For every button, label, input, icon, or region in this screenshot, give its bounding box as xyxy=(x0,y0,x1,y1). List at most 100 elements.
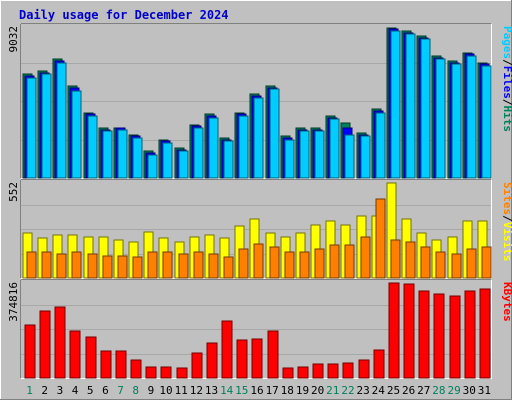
bar-sites-day-26 xyxy=(405,241,416,279)
bar-sites-day-1 xyxy=(26,251,37,279)
hits-panel-series-pages xyxy=(26,30,492,179)
bar-pages-day-28 xyxy=(435,58,446,179)
x-tick-label-day-15: 15 xyxy=(235,384,248,397)
bar-pages-day-27 xyxy=(420,38,431,179)
hits-panel-side-legend-part: / xyxy=(501,99,512,106)
bar-pages-day-23 xyxy=(360,135,371,179)
bar-kbytes-day-6 xyxy=(100,350,112,379)
bar-kbytes-day-13 xyxy=(206,342,218,379)
visits-panel: 552 Sites/Visits xyxy=(7,179,512,279)
bar-kbytes-day-20 xyxy=(312,363,324,379)
bar-kbytes-day-1 xyxy=(24,324,36,379)
bar-pages-day-1 xyxy=(26,77,37,179)
bar-kbytes-day-12 xyxy=(191,352,203,379)
x-tick-label-day-8: 8 xyxy=(132,384,139,397)
x-tick-label-day-29: 29 xyxy=(447,384,460,397)
bar-sites-day-2 xyxy=(41,251,52,279)
kbytes-panel-side-legend: KBytes xyxy=(501,282,512,322)
x-axis-day-labels: 1 2 3 4 5 6 7 8 9 10 11 12 13 14 15 16 17 18 19 20 21 22 23 24 2… xyxy=(26,384,491,397)
bar-sites-day-6 xyxy=(102,255,113,279)
bar-pages-day-16 xyxy=(253,97,264,179)
x-tick-label-day-4: 4 xyxy=(72,384,79,397)
bar-pages-day-6 xyxy=(102,130,113,179)
bar-sites-day-7 xyxy=(117,255,128,279)
x-tick-label-day-20: 20 xyxy=(311,384,324,397)
x-tick-label-day-11: 11 xyxy=(175,384,188,397)
bar-kbytes-day-5 xyxy=(85,336,97,379)
bar-kbytes-day-2 xyxy=(39,310,51,379)
bar-sites-day-10 xyxy=(162,251,173,279)
bar-kbytes-day-30 xyxy=(464,290,476,379)
visits-panel-side-legend-part: / xyxy=(501,215,512,222)
bar-pages-day-3 xyxy=(56,62,67,179)
x-tick-label-day-9: 9 xyxy=(148,384,155,397)
x-tick-label-day-24: 24 xyxy=(372,384,386,397)
kbytes-panel: 374816 KBytes xyxy=(7,279,512,379)
bar-sites-day-13 xyxy=(208,253,219,279)
bar-kbytes-day-26 xyxy=(403,283,415,379)
bar-pages-day-13 xyxy=(208,117,219,179)
bar-pages-day-25 xyxy=(390,30,401,179)
bar-sites-day-21 xyxy=(329,244,340,279)
x-tick-label-day-1: 1 xyxy=(26,384,33,397)
bar-sites-day-25 xyxy=(390,239,401,279)
hits-panel-side-legend-part: Files xyxy=(501,66,512,99)
bar-pages-day-21 xyxy=(329,118,340,179)
bar-kbytes-day-14 xyxy=(221,320,233,379)
bar-kbytes-day-31 xyxy=(479,288,491,379)
x-tick-label-day-17: 17 xyxy=(266,384,279,397)
bar-pages-day-9 xyxy=(147,154,158,179)
visits-panel-side-legend-part: Sites xyxy=(501,182,512,215)
bar-sites-day-15 xyxy=(238,248,249,279)
visits-panel-series-sites xyxy=(26,198,492,279)
visits-panel-side-legend-part: Visits xyxy=(501,222,512,262)
x-tick-label-day-2: 2 xyxy=(41,384,48,397)
bar-sites-day-29 xyxy=(451,253,462,279)
bar-sites-day-31 xyxy=(481,246,492,279)
hits-panel-side-legend: Pages/Files/Hits xyxy=(501,26,512,132)
x-tick-label-day-18: 18 xyxy=(281,384,294,397)
kbytes-panel-side-legend-part: KBytes xyxy=(501,282,512,322)
bar-sites-day-30 xyxy=(466,248,477,279)
bar-kbytes-day-18 xyxy=(282,367,294,379)
x-tick-label-day-26: 26 xyxy=(402,384,415,397)
bar-pages-day-7 xyxy=(117,129,128,179)
bar-kbytes-day-21 xyxy=(327,363,339,379)
bar-sites-day-17 xyxy=(269,246,280,279)
bar-pages-day-15 xyxy=(238,115,249,179)
x-tick-label-day-23: 23 xyxy=(356,384,369,397)
bar-pages-day-5 xyxy=(87,115,98,179)
bar-sites-day-4 xyxy=(71,251,82,279)
kbytes-panel-ymax-label: 374816 xyxy=(7,282,20,322)
x-tick-label-day-27: 27 xyxy=(417,384,430,397)
visits-panel-side-legend: Sites/Visits xyxy=(501,182,512,262)
hits-panel-side-legend-part: Pages xyxy=(501,26,512,59)
bar-sites-day-16 xyxy=(253,243,264,279)
bar-kbytes-day-8 xyxy=(130,359,142,379)
x-tick-label-day-22: 22 xyxy=(341,384,354,397)
bar-sites-day-24 xyxy=(375,198,386,279)
bar-kbytes-day-28 xyxy=(433,293,445,379)
x-tick-label-day-30: 30 xyxy=(463,384,476,397)
hits-panel-side-legend-part: / xyxy=(501,59,512,66)
bar-pages-day-20 xyxy=(314,130,325,179)
bar-pages-day-10 xyxy=(162,142,173,179)
bar-pages-day-24 xyxy=(375,112,386,179)
bar-sites-day-3 xyxy=(56,253,67,279)
x-tick-label-day-14: 14 xyxy=(220,384,234,397)
bar-kbytes-day-29 xyxy=(449,295,461,379)
bar-pages-day-22 xyxy=(344,134,355,179)
bar-sites-day-22 xyxy=(344,244,355,279)
visits-panel-ymax-label: 552 xyxy=(7,182,20,202)
hits-panel-ymax-label: 9032 xyxy=(7,26,20,53)
hits-panel-side-legend-part: Hits xyxy=(501,106,512,133)
x-tick-label-day-28: 28 xyxy=(432,384,445,397)
x-tick-label-day-31: 31 xyxy=(478,384,491,397)
bar-sites-day-20 xyxy=(314,248,325,279)
bar-sites-day-19 xyxy=(299,251,310,279)
bar-pages-day-8 xyxy=(132,137,143,179)
bar-sites-day-5 xyxy=(87,253,98,279)
bar-sites-day-18 xyxy=(284,251,295,279)
